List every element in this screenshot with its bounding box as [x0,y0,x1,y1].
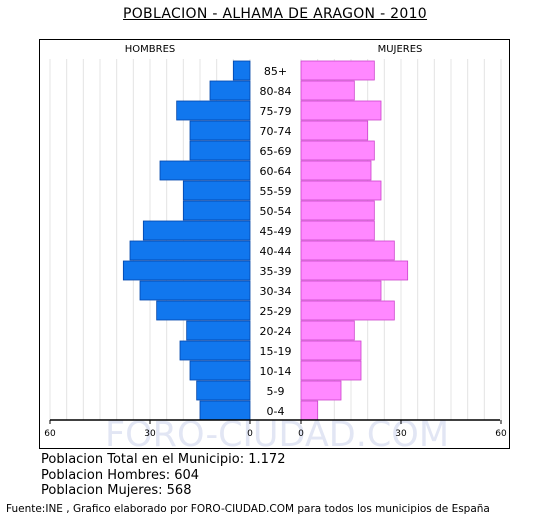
women-bar [300,120,369,141]
women-bar [300,60,375,81]
men-bar [189,360,251,381]
age-label: 5-9 [267,385,285,398]
women-bar [300,340,362,361]
chart-title: POBLACION - ALHAMA DE ARAGON - 2010 [122,6,428,22]
age-label: 60-64 [260,165,292,178]
women-bar [300,260,409,281]
women-bar [300,400,319,421]
women-bar [300,300,395,321]
women-bar [300,80,355,101]
men-bar [179,340,251,361]
men-bar [209,80,251,101]
tick-label: 60 [495,429,507,439]
women-header: MUJERES [378,44,423,55]
tick-label: 0 [298,429,304,439]
men-bar [189,140,251,161]
men-bar [122,260,251,281]
men-bar [159,160,251,181]
women-bar [300,180,382,201]
tick-label: 30 [395,429,407,439]
age-label: 80-84 [260,85,292,98]
women-bar [300,220,375,241]
age-label: 25-29 [260,305,292,318]
men-bar [156,300,251,321]
age-label: 70-74 [260,125,292,138]
age-label: 30-34 [260,285,292,298]
age-label: 85+ [264,65,287,78]
women-bar [300,200,375,221]
population-pyramid: FORO-CIUDAD.COM HOMBRES MUJERES 85+80-84… [44,44,507,449]
age-label: 45-49 [260,225,292,238]
men-bar [182,180,251,201]
women-bar [300,140,375,161]
total-population: Poblacion Total en el Municipio: 1.172 [41,452,286,467]
women-bar [300,240,395,261]
age-label: 20-24 [260,325,292,338]
tick-label: 30 [144,429,156,439]
men-header: HOMBRES [125,44,176,55]
age-label: 75-79 [260,105,292,118]
men-bar [176,100,251,121]
age-label: 40-44 [260,245,292,258]
men-bar [142,220,251,241]
men-population: Poblacion Hombres: 604 [41,468,200,483]
women-bar [300,100,382,121]
age-label: 15-19 [260,345,292,358]
chart-frame [39,39,510,449]
tick-label: 0 [247,429,253,439]
women-bar [300,360,362,381]
age-label: 50-54 [260,205,292,218]
women-bar [300,280,382,301]
men-bar [199,400,251,421]
tick-label: 60 [44,429,56,439]
x-ticks: 60 30 0 0 30 60 [44,420,507,439]
men-bar [196,380,251,401]
age-label: 0-4 [267,405,285,418]
men-bar [182,200,251,221]
source-note: Fuente:INE , Grafico elaborado por FORO-… [6,503,490,515]
men-bar [232,60,251,81]
age-labels: 85+ 80-84 75-79 70-74 65-69 60-64 55-59 50-54 45… [260,65,292,418]
men-bar [129,240,251,261]
bars [122,60,409,421]
women-bar [300,380,342,401]
age-label: 35-39 [260,265,292,278]
men-bar [139,280,251,301]
age-label: 55-59 [260,185,292,198]
women-bar [300,160,372,181]
women-bar [300,320,355,341]
men-bar [186,320,251,341]
women-population: Poblacion Mujeres: 568 [41,483,192,498]
men-bar [189,120,251,141]
age-label: 65-69 [260,145,292,158]
age-label: 10-14 [260,365,292,378]
